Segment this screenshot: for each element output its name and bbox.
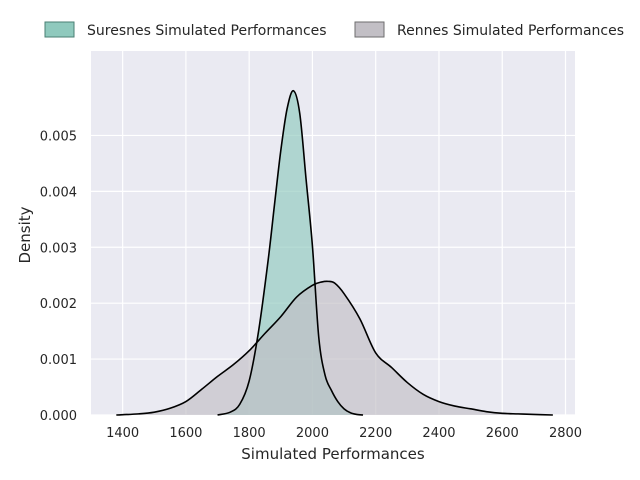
y-tick-label: 0.000 [40, 409, 77, 424]
y-axis-title: Density [16, 206, 34, 263]
x-tick-label: 1600 [169, 426, 202, 441]
series-suresnes-area [217, 90, 364, 415]
legend-swatch-rennes [354, 21, 385, 38]
x-tick-label: 2000 [296, 426, 329, 441]
y-axis-ticks: 0.000 0.001 0.002 0.003 0.004 0.005 [40, 129, 77, 424]
x-tick-label: 2600 [486, 426, 519, 441]
legend-label-rennes: Rennes Simulated Performances [397, 23, 624, 39]
x-tick-label: 2200 [359, 426, 392, 441]
legend: Suresnes Simulated Performances Rennes S… [44, 21, 624, 39]
y-tick-label: 0.002 [40, 297, 77, 312]
density-series [116, 89, 553, 416]
y-tick-label: 0.005 [40, 129, 77, 144]
series-suresnes-line [217, 89, 364, 416]
x-tick-label: 2400 [422, 426, 455, 441]
y-tick-label: 0.003 [40, 241, 77, 256]
y-tick-label: 0.004 [40, 185, 77, 200]
x-tick-label: 2800 [549, 426, 582, 441]
legend-swatch-suresnes [44, 21, 75, 38]
x-tick-label: 1800 [233, 426, 266, 441]
series-rennes-line [116, 280, 553, 416]
legend-label-suresnes: Suresnes Simulated Performances [87, 23, 327, 39]
x-axis-title: Simulated Performances [241, 445, 425, 463]
series-rennes-area [116, 281, 553, 415]
y-tick-label: 0.001 [40, 353, 77, 368]
x-axis-ticks: 1400 1600 1800 2000 2200 2400 2600 2800 [106, 426, 582, 441]
x-tick-label: 1400 [106, 426, 139, 441]
